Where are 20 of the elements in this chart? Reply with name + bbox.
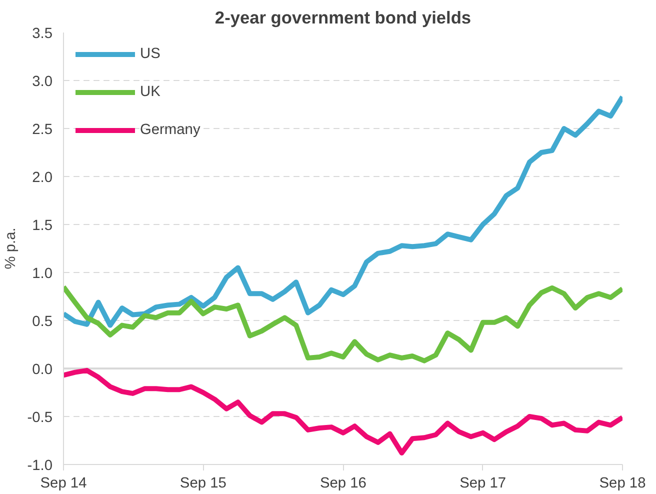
y-tick-label: -1.0	[27, 458, 53, 474]
y-axis-title: % p.a.	[3, 228, 20, 270]
y-tick-label: 0.5	[32, 314, 52, 330]
y-tick-label: -0.5	[27, 410, 53, 426]
x-tick-label: Sep 18	[599, 476, 646, 492]
y-tick-label: 3.0	[32, 74, 52, 90]
y-tick-label: 2.5	[32, 122, 52, 138]
x-tick-label: Sep 14	[40, 476, 87, 492]
legend-label: Germany	[140, 122, 200, 138]
x-tick-label: Sep 15	[180, 476, 226, 492]
legend-label: UK	[140, 84, 160, 100]
x-tick-label: Sep 16	[320, 476, 366, 492]
chart-title: 2-year government bond yields	[214, 8, 472, 28]
x-tick-label: Sep 17	[460, 476, 506, 492]
y-tick-label: 1.5	[32, 218, 52, 234]
y-tick-label: 3.5	[32, 26, 52, 42]
y-tick-label: 1.0	[32, 266, 52, 282]
y-tick-label: 2.0	[32, 170, 52, 186]
y-tick-label: 0.0	[32, 362, 52, 378]
legend-label: US	[140, 46, 160, 62]
